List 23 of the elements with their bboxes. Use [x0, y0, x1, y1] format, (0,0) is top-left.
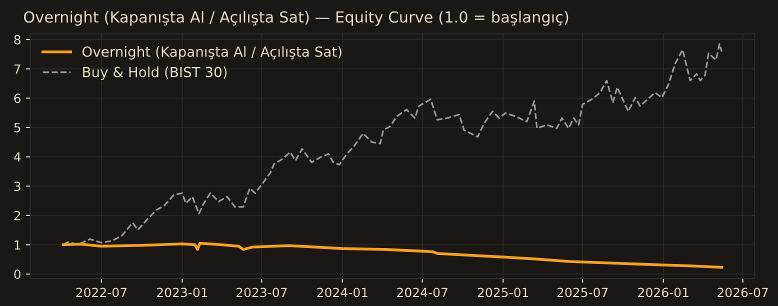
x-tick-label: 2023-07 [236, 288, 287, 298]
y-tick-label: 5 [14, 123, 20, 132]
x-tick-label: 2024-01 [317, 288, 368, 298]
x-tick-label: 2026-07 [718, 288, 768, 298]
y-tick-label: 4 [14, 152, 21, 162]
y-tick-label: 1 [14, 240, 20, 250]
x-tick-label: 2025-07 [557, 288, 608, 298]
legend-label: Overnight (Kapanışta Al / Açılışta Sat) [82, 46, 342, 60]
y-tick-label: 7 [14, 64, 20, 74]
y-tick-label: 3 [14, 182, 20, 192]
legend-label: Buy & Hold (BIST 30) [83, 66, 227, 80]
x-tick-label: 2026-01 [638, 288, 688, 298]
x-tick-label: 2022-07 [76, 288, 126, 298]
y-tick-label: 8 [14, 34, 20, 44]
x-tick-label: 2023-01 [157, 288, 208, 298]
chart-title: Overnight (Kapanışta Al / Açılışta Sat) — Equity Curve (1.0 = başlangıç) [24, 10, 568, 26]
y-tick-label: 6 [14, 94, 21, 104]
y-tick-label: 2 [14, 210, 20, 220]
line-series [62, 43, 723, 246]
x-tick-label: 2024-07 [397, 288, 448, 298]
line-series [62, 242, 724, 269]
y-tick-label: 0 [14, 270, 20, 279]
x-tick-label: 2025-01 [478, 288, 528, 298]
